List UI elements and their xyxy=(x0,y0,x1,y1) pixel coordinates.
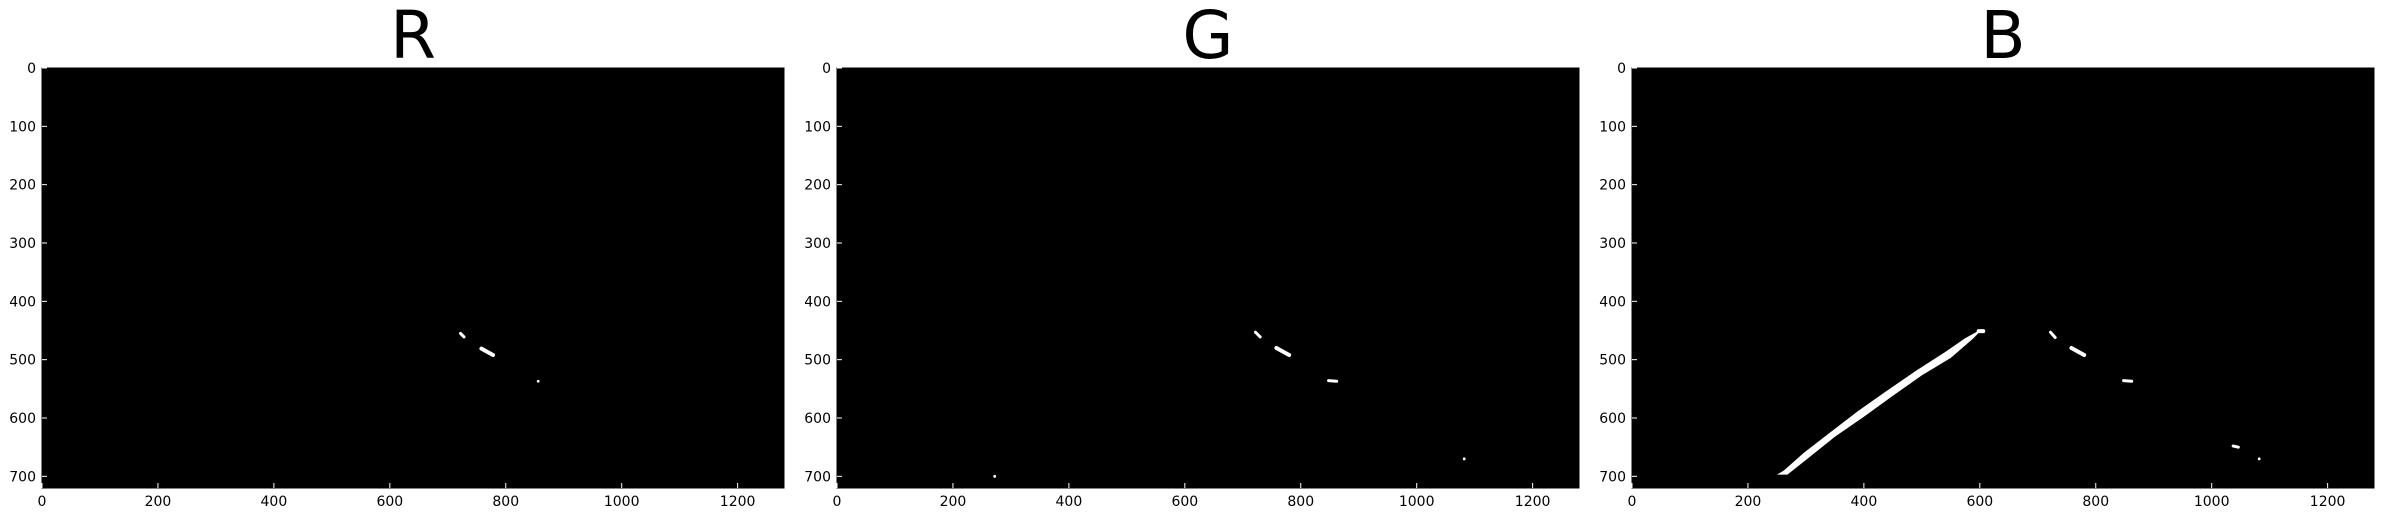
y-tick-label: 700 xyxy=(804,469,831,485)
x-tick-label: 1000 xyxy=(1399,494,1435,510)
y-tick-label: 600 xyxy=(9,411,36,427)
lane-pixel-segment xyxy=(1254,330,1262,339)
image-area xyxy=(41,67,785,489)
y-tick-label: 100 xyxy=(1599,119,1626,135)
y-tick-label: 200 xyxy=(9,178,36,194)
panel-g: G 0 200 400 600 800 1000 1200 0 100 200 300 400 500 60… xyxy=(804,0,1580,510)
lane-pixel-segment xyxy=(2231,444,2240,449)
panel-r: R 0 200 400 600 800 1000 1200 0 100 200 300 400 500 60… xyxy=(9,0,785,510)
y-tick-label: 0 xyxy=(27,61,36,77)
lane-pixel-speck xyxy=(1462,457,1466,461)
y-tick-label: 200 xyxy=(804,178,831,194)
y-tick-label: 100 xyxy=(804,119,831,135)
panel-title: B xyxy=(1980,0,2025,74)
x-tick-label: 800 xyxy=(2082,494,2109,510)
x-tick-label: 600 xyxy=(1171,494,1198,510)
lane-pixel-segment xyxy=(479,346,495,357)
lane-pixel-segment xyxy=(1274,346,1292,357)
lane-pixel-segment xyxy=(2122,379,2134,383)
panel-title: G xyxy=(1182,0,1233,74)
x-tick-label: 400 xyxy=(1851,494,1878,510)
x-tick-label: 1200 xyxy=(720,494,756,510)
x-tick-label: 200 xyxy=(145,494,172,510)
y-tick-label: 0 xyxy=(1617,61,1626,77)
image-area xyxy=(1631,67,2375,489)
x-tick-label: 800 xyxy=(492,494,519,510)
panel-b: B 0 200 400 600 800 1000 1200 0 100 200 300 400 500 60… xyxy=(1599,0,2375,510)
y-tick-label: 400 xyxy=(1599,294,1626,310)
x-tick-label: 600 xyxy=(376,494,403,510)
lane-pixel-segment xyxy=(2049,330,2057,339)
x-tick-label: 1000 xyxy=(604,494,640,510)
y-tick-label: 400 xyxy=(9,294,36,310)
y-tick-label: 500 xyxy=(9,353,36,369)
image-area xyxy=(836,67,1580,489)
y-tick-label: 500 xyxy=(1599,353,1626,369)
x-tick-label: 600 xyxy=(1966,494,1993,510)
y-tick-label: 700 xyxy=(1599,469,1626,485)
x-tick-label: 800 xyxy=(1287,494,1314,510)
y-tick-label: 200 xyxy=(1599,178,1626,194)
x-tick-label: 200 xyxy=(940,494,967,510)
lane-pixel-region xyxy=(1776,331,1980,475)
y-tick-label: 100 xyxy=(9,119,36,135)
x-tick-label: 0 xyxy=(38,494,47,510)
y-tick-label: 300 xyxy=(1599,236,1626,252)
panel-title: R xyxy=(390,0,436,74)
y-tick-label: 400 xyxy=(804,294,831,310)
x-tick-label: 0 xyxy=(1628,494,1637,510)
y-tick-label: 700 xyxy=(9,469,36,485)
y-tick-label: 300 xyxy=(804,236,831,252)
y-tick-label: 600 xyxy=(1599,411,1626,427)
x-tick-label: 200 xyxy=(1735,494,1762,510)
lane-pixel-segment xyxy=(1327,379,1339,383)
x-tick-label: 1200 xyxy=(1515,494,1551,510)
y-tick-label: 500 xyxy=(804,353,831,369)
lane-pixel-speck xyxy=(2257,457,2261,461)
lane-pixel-speck xyxy=(536,379,540,383)
x-tick-label: 1000 xyxy=(2194,494,2230,510)
x-tick-label: 1200 xyxy=(2310,494,2346,510)
y-tick-label: 0 xyxy=(822,61,831,77)
lane-pixel-segment xyxy=(2069,346,2087,357)
lane-pixel-segment xyxy=(459,331,466,339)
lane-pixel-speck xyxy=(993,474,997,478)
y-tick-label: 600 xyxy=(804,411,831,427)
y-tick-label: 300 xyxy=(9,236,36,252)
x-tick-label: 0 xyxy=(833,494,842,510)
x-tick-label: 400 xyxy=(1056,494,1083,510)
x-tick-label: 400 xyxy=(261,494,288,510)
